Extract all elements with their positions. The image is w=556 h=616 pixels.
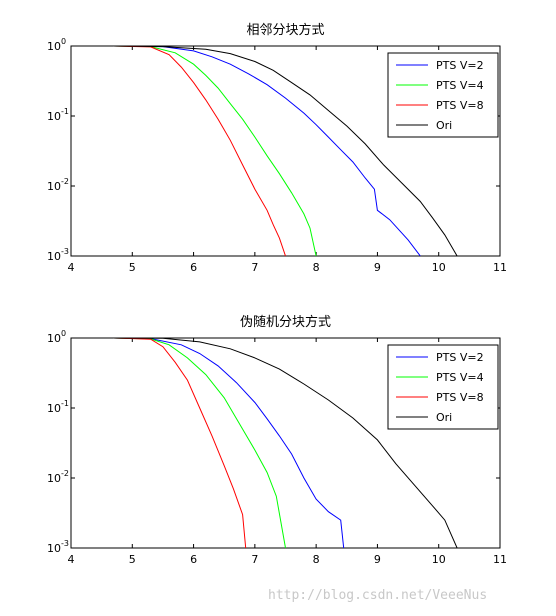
y-tick-label: 10 xyxy=(47,110,61,123)
y-tick-exponent: -2 xyxy=(61,469,69,478)
x-tick-label: 9 xyxy=(374,261,381,274)
y-tick-label: 10 xyxy=(47,40,61,53)
legend-label: PTS V=8 xyxy=(436,99,484,112)
x-tick-label: 8 xyxy=(313,261,320,274)
legend-label: PTS V=2 xyxy=(436,351,484,364)
y-tick-label: 10 xyxy=(47,332,61,345)
watermark-text: http://blog.csdn.net/VeeeNus xyxy=(268,588,488,603)
x-tick-label: 10 xyxy=(432,261,446,274)
x-tick-label: 11 xyxy=(493,261,507,274)
legend-label: PTS V=4 xyxy=(436,371,484,384)
y-tick-exponent: 0 xyxy=(61,329,66,338)
series-line xyxy=(113,46,286,256)
y-tick-exponent: -2 xyxy=(61,177,69,186)
x-tick-label: 4 xyxy=(68,261,75,274)
legend-box xyxy=(387,52,499,138)
series-line xyxy=(113,46,317,256)
x-tick-label: 6 xyxy=(190,261,197,274)
chart-title: 相邻分块方式 xyxy=(246,22,324,38)
legend-label: PTS V=8 xyxy=(436,391,484,404)
x-tick-label: 7 xyxy=(251,553,258,566)
y-tick-exponent: -3 xyxy=(61,247,69,256)
legend-box xyxy=(387,344,499,430)
x-tick-label: 10 xyxy=(432,553,446,566)
series-line xyxy=(113,338,286,548)
x-tick-label: 4 xyxy=(68,553,75,566)
series-line xyxy=(113,46,421,256)
series-line xyxy=(113,46,458,256)
y-tick-label: 10 xyxy=(47,250,61,263)
series-line xyxy=(113,338,247,548)
x-tick-label: 5 xyxy=(129,553,136,566)
x-tick-label: 7 xyxy=(251,261,258,274)
chart-title: 伪随机分块方式 xyxy=(240,314,331,330)
x-tick-label: 5 xyxy=(129,261,136,274)
x-tick-label: 6 xyxy=(190,553,197,566)
y-tick-label: 10 xyxy=(47,542,61,555)
series-line xyxy=(113,338,458,548)
y-tick-label: 10 xyxy=(47,180,61,193)
x-tick-label: 9 xyxy=(374,553,381,566)
y-tick-label: 10 xyxy=(47,402,61,415)
y-tick-label: 10 xyxy=(47,472,61,485)
x-tick-label: 8 xyxy=(313,553,320,566)
y-tick-exponent: -1 xyxy=(61,399,69,408)
legend-label: PTS V=4 xyxy=(436,79,484,92)
y-tick-exponent: -3 xyxy=(61,539,69,548)
y-tick-exponent: -1 xyxy=(61,107,69,116)
series-line xyxy=(113,338,345,548)
legend-label: Ori xyxy=(436,411,452,424)
x-tick-label: 11 xyxy=(493,553,507,566)
legend-label: Ori xyxy=(436,119,452,132)
y-tick-exponent: 0 xyxy=(61,37,66,46)
legend-label: PTS V=2 xyxy=(436,59,484,72)
